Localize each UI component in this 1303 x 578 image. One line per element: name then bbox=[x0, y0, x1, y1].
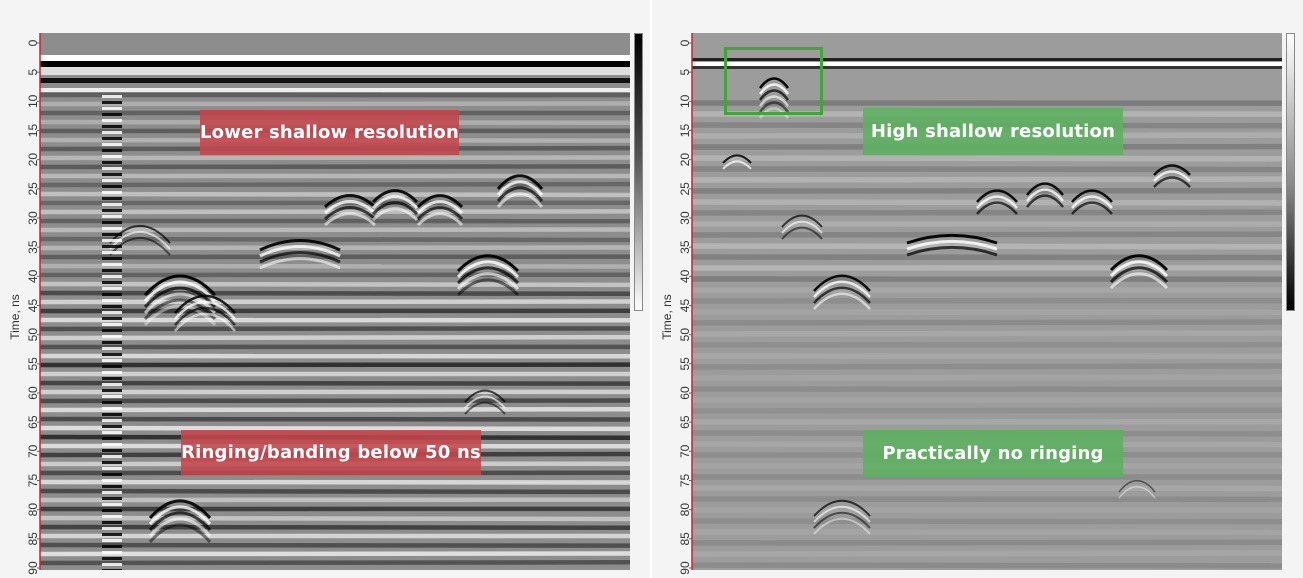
left-y-axis-title: Time, ns bbox=[8, 294, 22, 340]
y-tick-label: 5 bbox=[26, 69, 40, 76]
y-tick-label: 90 bbox=[678, 561, 692, 575]
y-tick-label: 65 bbox=[26, 415, 40, 429]
y-tick-label: 60 bbox=[678, 386, 692, 400]
y-tick-label: 55 bbox=[678, 357, 692, 371]
right-radargram-panel: 0 5 10 15 20 25 30 35 40 45 50 55 60 65 70 75 80 85 90 Tim… bbox=[652, 0, 1303, 578]
y-tick-label: 75 bbox=[678, 474, 692, 488]
y-tick-label: 50 bbox=[26, 328, 40, 342]
panel-divider bbox=[650, 0, 652, 578]
y-tick-label: 20 bbox=[678, 153, 692, 167]
y-tick-label: 10 bbox=[678, 94, 692, 108]
y-tick-label: 50 bbox=[678, 328, 692, 342]
right-y-axis-title: Time, ns bbox=[660, 294, 674, 340]
y-tick-label: 75 bbox=[26, 474, 40, 488]
y-tick-label: 30 bbox=[26, 211, 40, 225]
y-tick-label: 85 bbox=[26, 532, 40, 546]
y-tick-label: 20 bbox=[26, 153, 40, 167]
left-radargram-plot: 0 5 10 15 20 25 30 35 40 45 50 55 60 65 70 75 80 85 90 bbox=[26, 33, 630, 575]
y-tick-label: 25 bbox=[678, 182, 692, 196]
left-radargram-panel: 0 5 10 15 20 25 30 35 40 45 50 55 60 65 70 75 80 85 90 Tim… bbox=[0, 0, 650, 578]
y-tick-label: 5 bbox=[678, 69, 692, 76]
left-callout-shallow: Lower shallow resolution bbox=[200, 110, 459, 155]
y-tick-label: 35 bbox=[678, 240, 692, 254]
y-tick-label: 35 bbox=[26, 240, 40, 254]
y-tick-label: 65 bbox=[678, 415, 692, 429]
y-tick-label: 90 bbox=[26, 561, 40, 575]
y-tick-label: 45 bbox=[26, 299, 40, 313]
right-callout-ringing: Practically no ringing bbox=[863, 430, 1123, 477]
y-tick-label: 15 bbox=[678, 124, 692, 138]
y-tick-label: 85 bbox=[678, 532, 692, 546]
left-colorbar bbox=[634, 33, 643, 311]
y-tick-label: 25 bbox=[26, 182, 40, 196]
y-tick-label: 30 bbox=[678, 211, 692, 225]
y-tick-label: 10 bbox=[26, 94, 40, 108]
y-tick-label: 70 bbox=[678, 444, 692, 458]
y-tick-label: 0 bbox=[26, 39, 40, 46]
y-tick-label: 15 bbox=[26, 124, 40, 138]
y-tick-label: 45 bbox=[678, 299, 692, 313]
y-tick-label: 55 bbox=[26, 357, 40, 371]
radargram-image bbox=[692, 33, 1282, 570]
y-tick-label: 40 bbox=[678, 269, 692, 283]
y-tick-label: 70 bbox=[26, 444, 40, 458]
right-colorbar bbox=[1286, 33, 1295, 311]
left-callout-ringing: Ringing/banding below 50 ns bbox=[181, 430, 481, 475]
right-radargram-plot: 0 5 10 15 20 25 30 35 40 45 50 55 60 65 70 75 80 85 90 bbox=[678, 33, 1282, 575]
y-tick-label: 80 bbox=[26, 503, 40, 517]
y-tick-label: 0 bbox=[678, 39, 692, 46]
right-callout-shallow: High shallow resolution bbox=[863, 108, 1123, 155]
y-tick-label: 60 bbox=[26, 386, 40, 400]
y-tick-label: 40 bbox=[26, 269, 40, 283]
y-tick-label: 80 bbox=[678, 503, 692, 517]
shallow-highlight-box bbox=[724, 47, 823, 115]
